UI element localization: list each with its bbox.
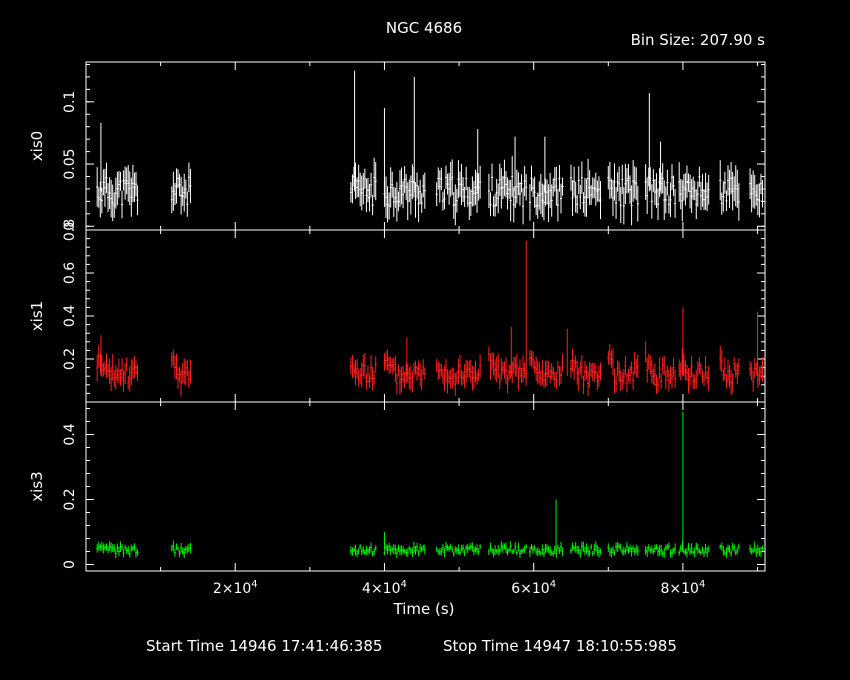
x-tick-label: 6×104 (511, 579, 556, 597)
panel-xis3: 0 0.2 0.4 xis3 (28, 401, 766, 572)
panel-xis1: 0.2 0.4 0.6 0.8 xis1 (28, 219, 766, 403)
panel-xis0: 0 0.05 0.1 xis0 (28, 61, 766, 231)
y-tick-label: 0.8 (62, 219, 78, 241)
x-axis-label: Time (s) (393, 600, 455, 618)
plot-panels: 0 0.05 0.1 xis0 0.2 0.4 0.6 0.8 xis1 0 0.2 0.4 xis3 (28, 61, 766, 572)
panel-frame (85, 61, 766, 231)
series-xis3 (96, 411, 764, 559)
x-tick-label: 4×104 (362, 579, 407, 597)
y-tick-label: 0.6 (62, 262, 78, 284)
y-tick-label: 0 (62, 560, 78, 569)
series-xis1 (96, 240, 764, 397)
y-tick-label: 0.4 (62, 305, 78, 327)
y-tick-label: 0.05 (62, 148, 78, 179)
y-tick-label: 0.1 (62, 91, 78, 113)
y-tick-label: 0.2 (62, 348, 78, 370)
panel-frame (85, 401, 766, 572)
y-tick-label: 0 (62, 222, 78, 231)
chart-title: NGC 4686 (386, 19, 462, 37)
y-axis-label: xis1 (28, 301, 46, 331)
bin-size-label: Bin Size: 207.90 s (631, 31, 766, 49)
series-xis0 (96, 70, 764, 226)
x-tick-label: 2×104 (213, 579, 258, 597)
x-tick-label: 8×104 (661, 579, 706, 597)
y-tick-label: 0.2 (62, 488, 78, 510)
start-time-label: Start Time 14946 17:41:46:385 (146, 637, 382, 655)
stop-time-label: Stop Time 14947 18:10:55:985 (443, 637, 677, 655)
y-tick-label: 0.4 (62, 423, 78, 445)
y-axis-label: xis3 (28, 471, 46, 501)
panel-frame (85, 229, 766, 403)
y-axis-label: xis0 (28, 131, 46, 161)
x-tick-labels: 2×104 4×104 6×104 8×104 (213, 579, 706, 597)
